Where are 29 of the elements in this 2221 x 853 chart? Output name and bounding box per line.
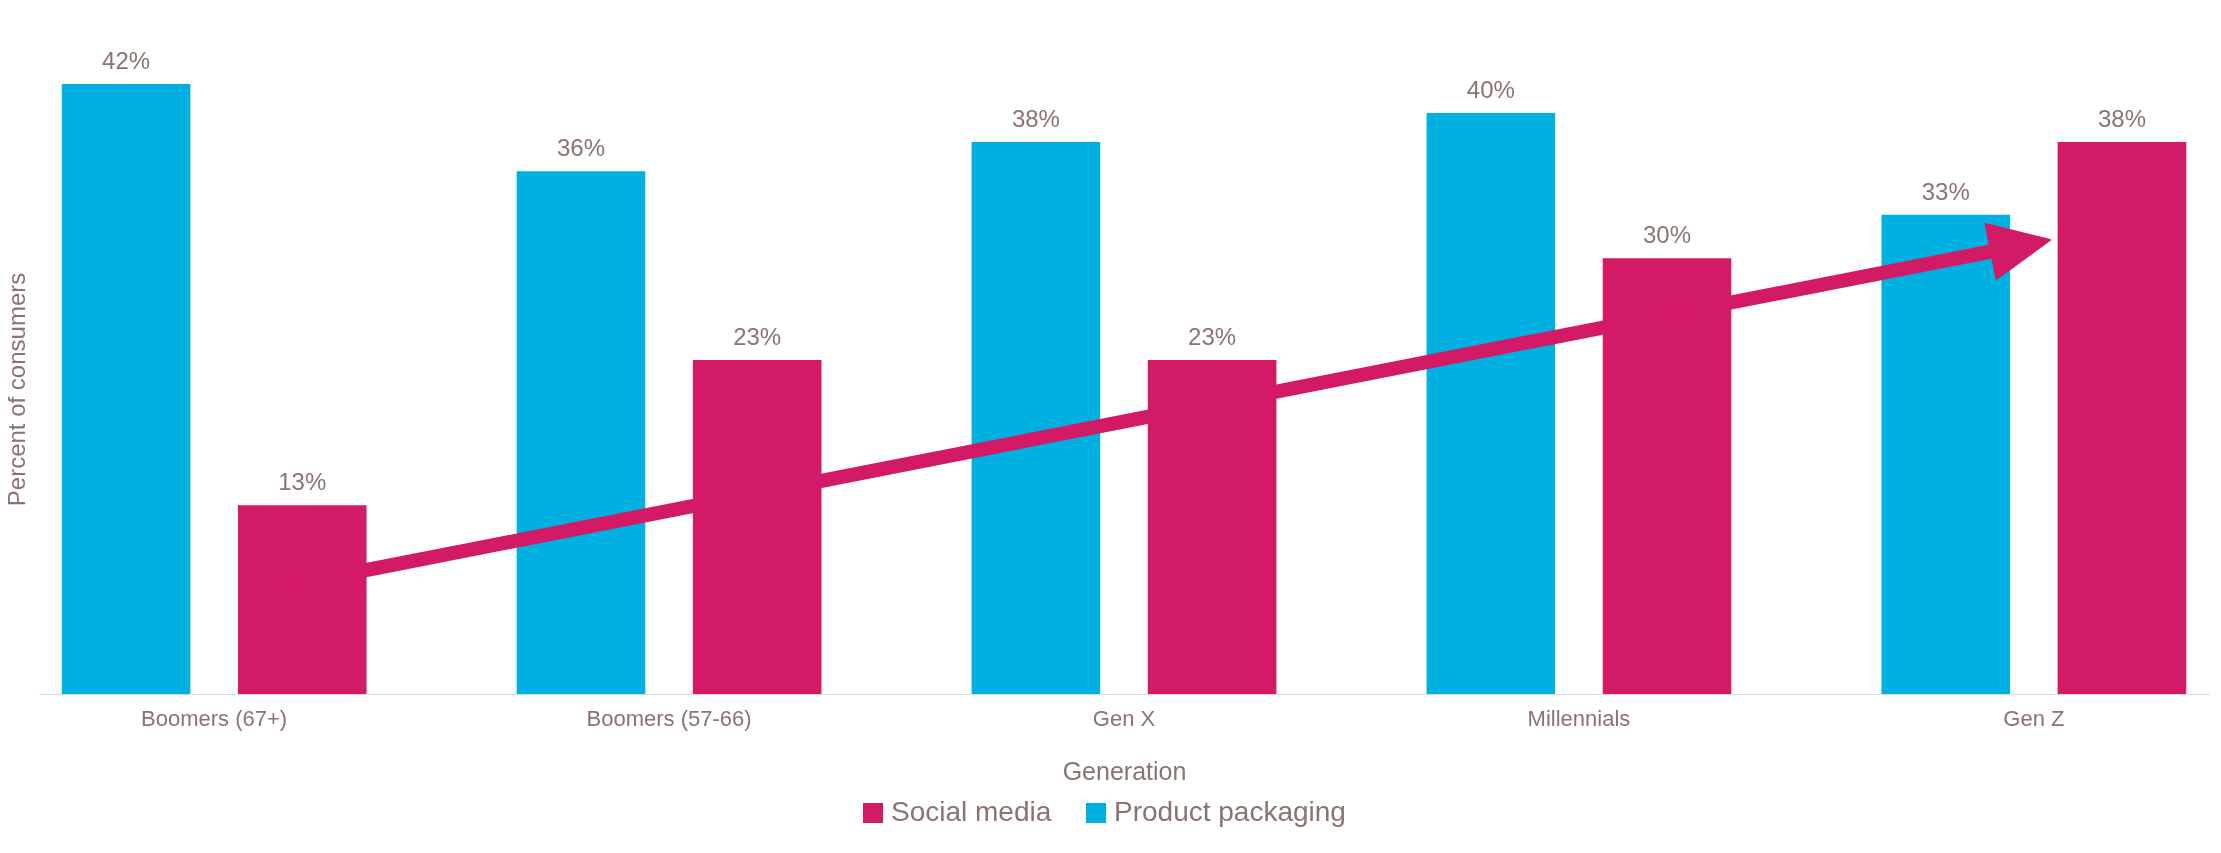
bar: [61, 84, 191, 694]
y-axis-title: Percent of consumers: [2, 272, 30, 507]
bar: [1426, 113, 1556, 694]
x-tick-label: Millennials: [1527, 705, 1631, 731]
x-axis-title: Generation: [1062, 756, 1187, 785]
bar: [1881, 214, 2011, 694]
bar: [692, 359, 822, 694]
legend-label: Product packaging: [1114, 796, 1346, 827]
bar: [971, 142, 1101, 694]
bar: [1147, 359, 1277, 694]
data-label: 13%: [278, 468, 327, 496]
data-label: 30%: [1643, 221, 1692, 249]
bar: [1602, 258, 1732, 694]
data-label: 38%: [2097, 105, 2146, 133]
data-label: 33%: [1921, 177, 1970, 205]
data-label: 40%: [1466, 76, 1515, 104]
data-label: 23%: [1188, 322, 1237, 350]
bar: [2057, 142, 2187, 694]
x-tick-label: Boomers (67+): [141, 705, 288, 731]
data-label: 42%: [102, 47, 151, 74]
x-tick-label: Gen X: [1092, 705, 1156, 731]
data-label: 38%: [1011, 105, 1060, 133]
bar: [237, 505, 367, 694]
data-label: 36%: [556, 134, 605, 162]
x-tick-label: Boomers (57-66): [586, 705, 752, 731]
bar: [516, 171, 646, 694]
legend-label: Social media: [891, 796, 1052, 827]
data-label: 23%: [733, 322, 782, 350]
x-tick-label: Gen Z: [2003, 705, 2065, 731]
